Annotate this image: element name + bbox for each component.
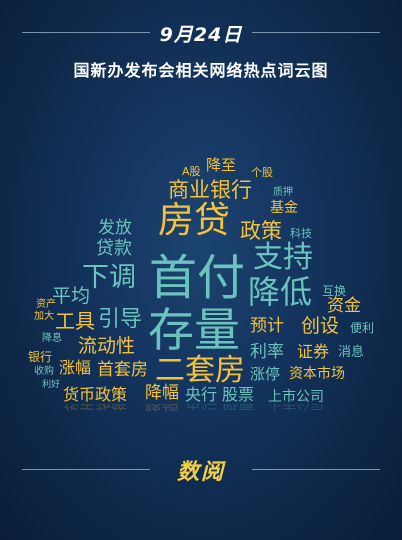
word-zhengquan: 证券: [297, 342, 330, 361]
word-xiatiao: 下调: [82, 262, 136, 293]
word-chuangshe: 创设: [301, 315, 340, 337]
footer-line-right: [252, 469, 380, 470]
header-line-left: [22, 32, 150, 33]
word-liudongxing: 流动性: [78, 335, 136, 357]
word-shangshigongsi: 上市公司: [268, 389, 324, 405]
reflect-gupiao: 股票: [222, 404, 254, 412]
word-cloud-reflection: 货币政策 降幅 央行 股票 上市公司: [0, 404, 402, 434]
word-jiada: 加大: [34, 311, 54, 322]
word-cunliang: 存量: [148, 303, 240, 357]
word-yindao: 引导: [98, 307, 143, 332]
word-zijin: 资金: [327, 296, 361, 316]
word-shoufu: 首付: [149, 250, 246, 306]
reflect-jiangfu: 降幅: [145, 404, 179, 412]
word-lilv: 利率: [250, 342, 284, 362]
footer: 数阅: [0, 454, 402, 486]
word-keji: 科技: [290, 227, 312, 240]
word-pingjun: 平均: [52, 285, 91, 307]
word-zhangting: 涨停: [250, 365, 281, 383]
word-fangdai: 房贷: [158, 200, 231, 241]
header-line-right: [252, 32, 380, 33]
word-gegu: 个股: [251, 166, 273, 179]
word-shougou: 收购: [34, 366, 54, 377]
word-gupiao: 股票: [222, 385, 255, 404]
word-zibenshichang: 资本市场: [289, 366, 345, 382]
reflect-shangshigongsi: 上市公司: [268, 404, 324, 411]
word-bianli: 便利: [350, 321, 375, 335]
word-zhengce: 政策: [240, 219, 282, 243]
word-jiangdi: 降低: [248, 273, 313, 311]
word-jiangzhi: 降至: [206, 156, 237, 174]
word-lihao: 利好: [42, 380, 61, 390]
word-yinhang: 银行: [28, 350, 53, 364]
word-zhangfu: 涨幅: [59, 358, 92, 377]
word-jiangfu: 降幅: [145, 383, 179, 403]
word-zhiya: 质押: [273, 187, 293, 198]
footer-logo: 数阅: [176, 459, 225, 485]
word-zhichi: 支持: [253, 240, 313, 275]
word-fafang: 发放: [98, 218, 132, 238]
word-shangyeyinhang: 商业银行: [168, 178, 252, 202]
word-jijin: 基金: [270, 200, 298, 216]
reflect-huobizhengce: 货币政策: [63, 404, 127, 412]
header-title: 国新办发布会相关网络热点词云图: [73, 61, 329, 80]
reflect-yanghang: 央行: [185, 404, 217, 412]
word-huhuan: 互换: [322, 284, 347, 298]
header-date: 9月24日: [159, 24, 243, 46]
word-yanghang: 央行: [185, 385, 218, 404]
word-ertaofang: 二套房: [155, 353, 245, 388]
word-xiaoxi: 消息: [338, 345, 365, 360]
word-shoutaofang: 首套房: [97, 360, 148, 380]
word-zichan: 资产: [36, 299, 56, 310]
word-huobizhengce: 货币政策: [63, 385, 128, 404]
word-jiangxi: 降息: [42, 333, 62, 344]
word-yuji: 预计: [250, 316, 284, 336]
footer-line-left: [22, 469, 150, 470]
word-daikuan: 贷款: [96, 238, 132, 259]
word-agu: A股: [182, 165, 201, 178]
word-gongju: 工具: [55, 309, 95, 333]
